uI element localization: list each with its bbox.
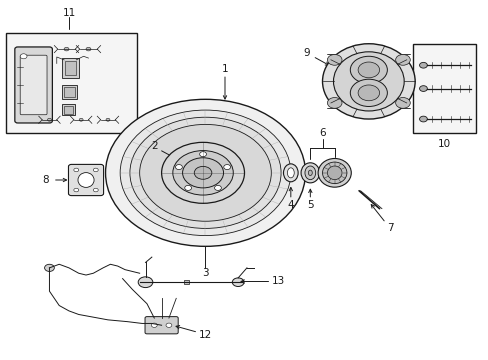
FancyBboxPatch shape	[68, 165, 103, 195]
Circle shape	[161, 142, 244, 203]
Circle shape	[349, 56, 386, 84]
Circle shape	[140, 125, 271, 221]
Circle shape	[184, 185, 191, 190]
Bar	[64, 87, 75, 97]
Bar	[183, 280, 189, 284]
Circle shape	[120, 110, 290, 235]
Circle shape	[199, 152, 206, 157]
Bar	[61, 104, 75, 116]
Circle shape	[105, 99, 305, 246]
Bar	[5, 33, 137, 134]
Bar	[412, 44, 475, 134]
Circle shape	[175, 165, 182, 170]
Text: 4: 4	[287, 200, 294, 210]
Text: 8: 8	[42, 175, 49, 185]
Circle shape	[79, 118, 83, 121]
Ellipse shape	[301, 163, 319, 183]
Circle shape	[232, 278, 244, 287]
Circle shape	[86, 47, 91, 51]
Ellipse shape	[419, 116, 427, 122]
FancyBboxPatch shape	[20, 55, 47, 115]
Ellipse shape	[318, 158, 350, 187]
Text: 10: 10	[437, 139, 450, 149]
FancyBboxPatch shape	[145, 317, 178, 334]
Circle shape	[138, 277, 153, 288]
Circle shape	[214, 185, 221, 190]
Circle shape	[327, 98, 341, 108]
Bar	[64, 61, 76, 75]
Text: 9: 9	[303, 48, 309, 58]
Text: 7: 7	[386, 224, 393, 233]
Ellipse shape	[287, 168, 294, 178]
Circle shape	[93, 168, 98, 172]
Circle shape	[165, 323, 171, 327]
Circle shape	[395, 98, 409, 108]
Text: 3: 3	[202, 268, 208, 278]
Ellipse shape	[305, 166, 315, 180]
Ellipse shape	[308, 170, 312, 176]
Ellipse shape	[419, 62, 427, 68]
Circle shape	[224, 165, 230, 170]
Circle shape	[182, 158, 223, 188]
Circle shape	[74, 168, 79, 172]
Ellipse shape	[283, 164, 298, 182]
Circle shape	[395, 54, 409, 65]
Circle shape	[44, 264, 54, 271]
Text: 13: 13	[271, 276, 285, 287]
Ellipse shape	[322, 44, 414, 119]
Circle shape	[151, 323, 157, 327]
Text: 6: 6	[319, 129, 325, 138]
Circle shape	[47, 118, 51, 121]
Text: 5: 5	[306, 200, 313, 210]
Circle shape	[130, 117, 281, 228]
Ellipse shape	[327, 166, 341, 180]
FancyBboxPatch shape	[15, 47, 52, 123]
Ellipse shape	[322, 162, 346, 184]
Text: 2: 2	[151, 141, 157, 151]
Circle shape	[93, 188, 98, 192]
Circle shape	[106, 118, 110, 121]
Text: 11: 11	[62, 8, 76, 18]
Ellipse shape	[78, 172, 94, 188]
Circle shape	[327, 54, 341, 65]
Circle shape	[349, 79, 386, 107]
Circle shape	[20, 54, 27, 59]
Ellipse shape	[419, 86, 427, 91]
Text: 12: 12	[199, 330, 212, 340]
Bar	[61, 58, 79, 78]
Text: 1: 1	[221, 64, 228, 74]
Circle shape	[64, 47, 69, 51]
Circle shape	[357, 62, 379, 78]
Ellipse shape	[333, 52, 404, 111]
Circle shape	[357, 85, 379, 101]
Bar	[61, 85, 77, 99]
Circle shape	[172, 150, 233, 195]
Bar	[63, 106, 73, 114]
Circle shape	[194, 166, 211, 179]
Circle shape	[74, 188, 79, 192]
